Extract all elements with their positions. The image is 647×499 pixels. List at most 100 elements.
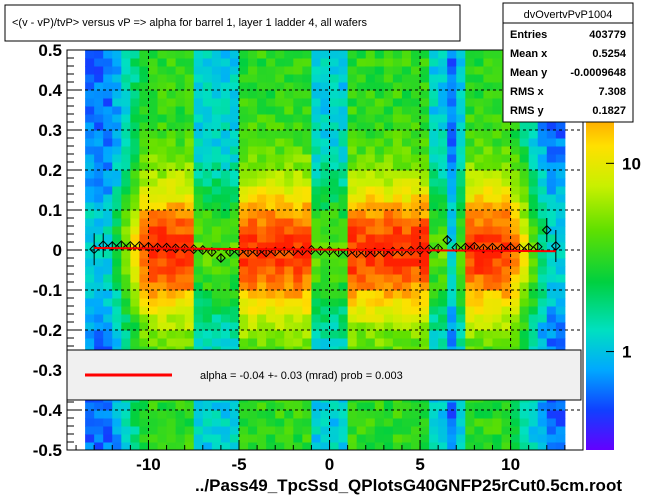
heatmap-cell bbox=[193, 226, 204, 235]
heatmap-cell bbox=[284, 146, 294, 155]
heatmap-cell bbox=[356, 322, 367, 331]
fit-legend: alpha = -0.04 +- 0.03 (mrad) prob = 0.00… bbox=[66, 349, 582, 401]
heatmap-cell bbox=[528, 218, 539, 227]
heatmap-cell bbox=[374, 298, 385, 307]
heatmap-cell bbox=[537, 178, 548, 187]
heatmap-cell bbox=[537, 218, 548, 227]
heatmap-cell bbox=[474, 418, 484, 427]
heatmap-cell bbox=[420, 266, 430, 275]
heatmap-cell bbox=[555, 250, 566, 259]
heatmap-cell bbox=[211, 186, 222, 195]
heatmap-cell bbox=[193, 330, 204, 339]
heatmap-cell bbox=[392, 130, 403, 139]
heatmap-cell bbox=[248, 242, 258, 251]
heatmap-cell bbox=[537, 410, 548, 419]
stats-row-value: 0.1827 bbox=[592, 105, 626, 117]
heatmap-cell bbox=[130, 170, 140, 179]
heatmap-cell bbox=[555, 418, 566, 427]
heatmap-cell bbox=[483, 258, 493, 267]
heatmap-cell bbox=[438, 434, 448, 443]
heatmap-cell bbox=[130, 258, 140, 267]
heatmap-cell bbox=[148, 266, 159, 275]
heatmap-cell bbox=[447, 50, 457, 59]
heatmap-cell bbox=[465, 266, 475, 275]
heatmap-cell bbox=[148, 226, 159, 235]
heatmap-cell bbox=[275, 210, 285, 219]
heatmap-cell bbox=[356, 138, 367, 147]
heatmap-cell bbox=[374, 90, 385, 99]
heatmap-cell bbox=[229, 426, 240, 435]
heatmap-cell bbox=[338, 146, 349, 155]
heatmap-cell bbox=[546, 154, 557, 163]
heatmap-cell bbox=[356, 306, 367, 315]
heatmap-cell bbox=[239, 106, 249, 115]
heatmap-cell bbox=[510, 218, 521, 227]
heatmap-cell bbox=[519, 314, 530, 323]
heatmap-cell bbox=[329, 442, 340, 450]
heatmap-cell bbox=[510, 138, 521, 147]
heatmap-cell bbox=[293, 290, 303, 299]
heatmap-cell bbox=[94, 66, 104, 75]
heatmap-cell bbox=[438, 74, 448, 83]
heatmap-cell bbox=[456, 402, 466, 411]
heatmap-cell bbox=[365, 274, 376, 283]
heatmap-cell bbox=[555, 314, 566, 323]
heatmap-cell bbox=[202, 290, 213, 299]
heatmap-cell bbox=[338, 330, 349, 339]
heatmap-cell bbox=[112, 242, 122, 251]
heatmap-cell bbox=[112, 274, 122, 283]
heatmap-cell bbox=[537, 162, 548, 171]
heatmap-cell bbox=[546, 170, 557, 179]
heatmap-cell bbox=[275, 178, 285, 187]
heatmap-cell bbox=[211, 306, 222, 315]
heatmap-cell bbox=[121, 298, 131, 307]
heatmap-cell bbox=[211, 170, 222, 179]
heatmap-cell bbox=[501, 170, 512, 179]
heatmap-cell bbox=[121, 306, 131, 315]
heatmap-cell bbox=[302, 330, 312, 339]
heatmap-cell bbox=[365, 106, 376, 115]
heatmap-cell bbox=[474, 242, 484, 251]
heatmap-cell bbox=[94, 194, 104, 203]
heatmap-cell bbox=[501, 122, 512, 131]
heatmap-cell bbox=[211, 98, 222, 107]
heatmap-cell bbox=[184, 314, 195, 323]
heatmap-cell bbox=[103, 154, 113, 163]
heatmap-cell bbox=[338, 258, 349, 267]
heatmap-cell bbox=[139, 114, 149, 123]
heatmap-cell bbox=[239, 186, 249, 195]
heatmap-cell bbox=[284, 90, 294, 99]
heatmap-cell bbox=[284, 106, 294, 115]
heatmap-cell bbox=[483, 58, 493, 67]
heatmap-cell bbox=[356, 242, 367, 251]
heatmap-cell bbox=[193, 338, 204, 347]
heatmap-cell bbox=[220, 250, 231, 259]
heatmap-cell bbox=[302, 154, 312, 163]
heatmap-cell bbox=[392, 434, 403, 443]
heatmap-cell bbox=[474, 402, 484, 411]
heatmap-cell bbox=[347, 226, 358, 235]
heatmap-cell bbox=[528, 338, 539, 347]
heatmap-cell bbox=[483, 106, 493, 115]
heatmap-cell bbox=[438, 226, 448, 235]
heatmap-cell bbox=[456, 82, 466, 91]
heatmap-cell bbox=[220, 290, 231, 299]
heatmap-cell bbox=[555, 410, 566, 419]
heatmap-cell bbox=[456, 194, 466, 203]
heatmap-cell bbox=[311, 322, 321, 331]
heatmap-cell bbox=[248, 74, 258, 83]
heatmap-cell bbox=[420, 122, 430, 131]
heatmap-cell bbox=[392, 194, 403, 203]
heatmap-cell bbox=[302, 122, 312, 131]
heatmap-cell bbox=[420, 202, 430, 211]
heatmap-cell bbox=[320, 106, 331, 115]
heatmap-cell bbox=[193, 178, 204, 187]
z-axis: 110 bbox=[606, 154, 641, 362]
heatmap-cell bbox=[411, 290, 421, 299]
heatmap-cell bbox=[275, 162, 285, 171]
heatmap-cell bbox=[383, 154, 394, 163]
heatmap-cell bbox=[474, 50, 484, 59]
heatmap-cell bbox=[103, 210, 113, 219]
heatmap-cell bbox=[465, 442, 475, 450]
heatmap-cell bbox=[483, 330, 493, 339]
